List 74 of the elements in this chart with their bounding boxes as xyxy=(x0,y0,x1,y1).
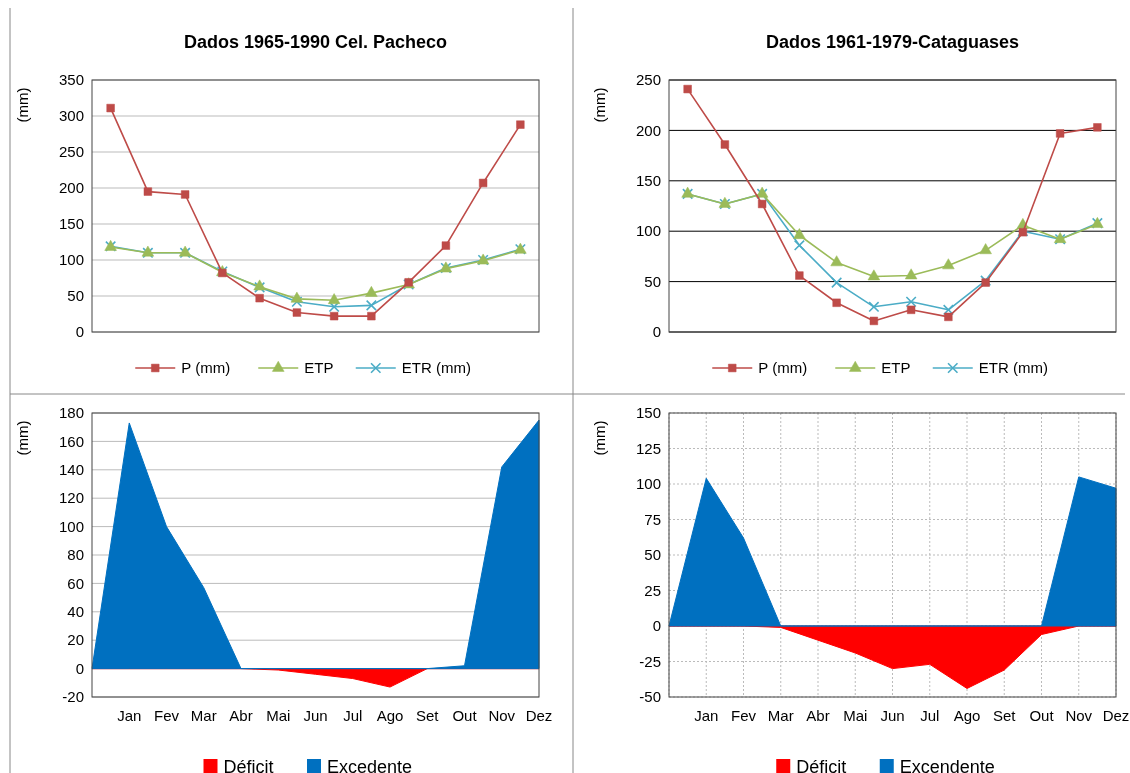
y-tick-label: 300 xyxy=(58,107,84,125)
x-tick-label: Jan xyxy=(117,707,142,724)
legend-label: P (mm) xyxy=(758,359,808,377)
y-tick-label: 80 xyxy=(67,546,84,564)
y-tick-label: 100 xyxy=(635,475,661,493)
y-tick-label: -50 xyxy=(639,688,661,706)
y-tick-label: 200 xyxy=(58,179,84,197)
y-axis-title: (mm) xyxy=(591,420,608,456)
x-tick-label: Jun xyxy=(880,707,905,724)
y-tick-label: 50 xyxy=(644,546,661,564)
y-tick-label: -25 xyxy=(639,652,661,670)
y-axis-title: (mm) xyxy=(14,420,31,456)
y-axis-title: (mm) xyxy=(591,87,608,123)
y-tick-label: 40 xyxy=(67,603,84,621)
x-tick-label: Abr xyxy=(806,707,830,724)
y-tick-label: 25 xyxy=(644,581,661,599)
y-tick-label: 140 xyxy=(58,461,84,479)
x-tick-label: Fev xyxy=(153,707,180,724)
x-tick-label: Ago xyxy=(953,707,981,724)
legend-label: ETR (mm) xyxy=(978,359,1048,377)
y-tick-label: 100 xyxy=(635,222,661,240)
y-tick-label: 50 xyxy=(644,272,661,290)
legend-label: Déficit xyxy=(796,757,847,773)
legend-label: ETR (mm) xyxy=(401,359,471,377)
y-tick-label: 250 xyxy=(58,143,84,161)
y-tick-label: 125 xyxy=(635,439,661,457)
x-tick-label: Out xyxy=(452,707,478,724)
legend-label: P (mm) xyxy=(181,359,231,377)
y-tick-label: 50 xyxy=(67,287,84,305)
y-tick-label: 0 xyxy=(75,659,84,677)
x-tick-label: Nov xyxy=(1065,707,1093,724)
x-tick-label: Dez xyxy=(525,707,553,724)
x-tick-label: Jul xyxy=(343,707,363,724)
legend-label: ETP xyxy=(304,359,334,377)
y-tick-label: -20 xyxy=(62,688,84,706)
x-tick-label: Nov xyxy=(488,707,516,724)
legend-label: Déficit xyxy=(223,757,274,773)
x-tick-label: Set xyxy=(415,707,440,724)
x-tick-label: Jun xyxy=(303,707,328,724)
y-tick-label: 250 xyxy=(635,71,661,89)
y-tick-label: 120 xyxy=(58,489,84,507)
y-tick-label: 150 xyxy=(635,172,661,190)
x-tick-label: Mar xyxy=(190,707,217,724)
x-tick-label: Out xyxy=(1029,707,1055,724)
chart-title: Dados 1961-1979-Cataguases xyxy=(765,32,1020,52)
y-tick-label: 350 xyxy=(58,71,84,89)
y-tick-label: 160 xyxy=(58,432,84,450)
legend-label: Excendente xyxy=(899,757,995,773)
x-tick-label: Ago xyxy=(376,707,404,724)
y-tick-label: 20 xyxy=(67,631,84,649)
legend-label: Excedente xyxy=(327,757,413,773)
y-tick-label: 150 xyxy=(635,404,661,422)
y-tick-label: 180 xyxy=(58,404,84,422)
x-tick-label: Jul xyxy=(920,707,940,724)
x-tick-label: Abr xyxy=(229,707,253,724)
y-tick-label: 0 xyxy=(652,617,661,635)
y-tick-label: 150 xyxy=(58,215,84,233)
y-tick-label: 60 xyxy=(67,574,84,592)
y-tick-label: 100 xyxy=(58,251,84,269)
chart-title: Dados 1965-1990 Cel. Pacheco xyxy=(183,32,448,52)
x-tick-label: Mar xyxy=(767,707,794,724)
legend-label: ETP xyxy=(881,359,911,377)
y-tick-label: 0 xyxy=(75,323,84,341)
y-tick-label: 200 xyxy=(635,121,661,139)
y-tick-label: 75 xyxy=(644,510,661,528)
x-tick-label: Set xyxy=(992,707,1017,724)
x-tick-label: Jan xyxy=(694,707,719,724)
y-tick-label: 100 xyxy=(58,517,84,535)
x-tick-label: Mai xyxy=(843,707,868,724)
y-axis-title: (mm) xyxy=(14,87,31,123)
x-tick-label: Mai xyxy=(266,707,291,724)
x-tick-label: Fev xyxy=(730,707,757,724)
x-tick-label: Dez xyxy=(1102,707,1130,724)
y-tick-label: 0 xyxy=(652,323,661,341)
